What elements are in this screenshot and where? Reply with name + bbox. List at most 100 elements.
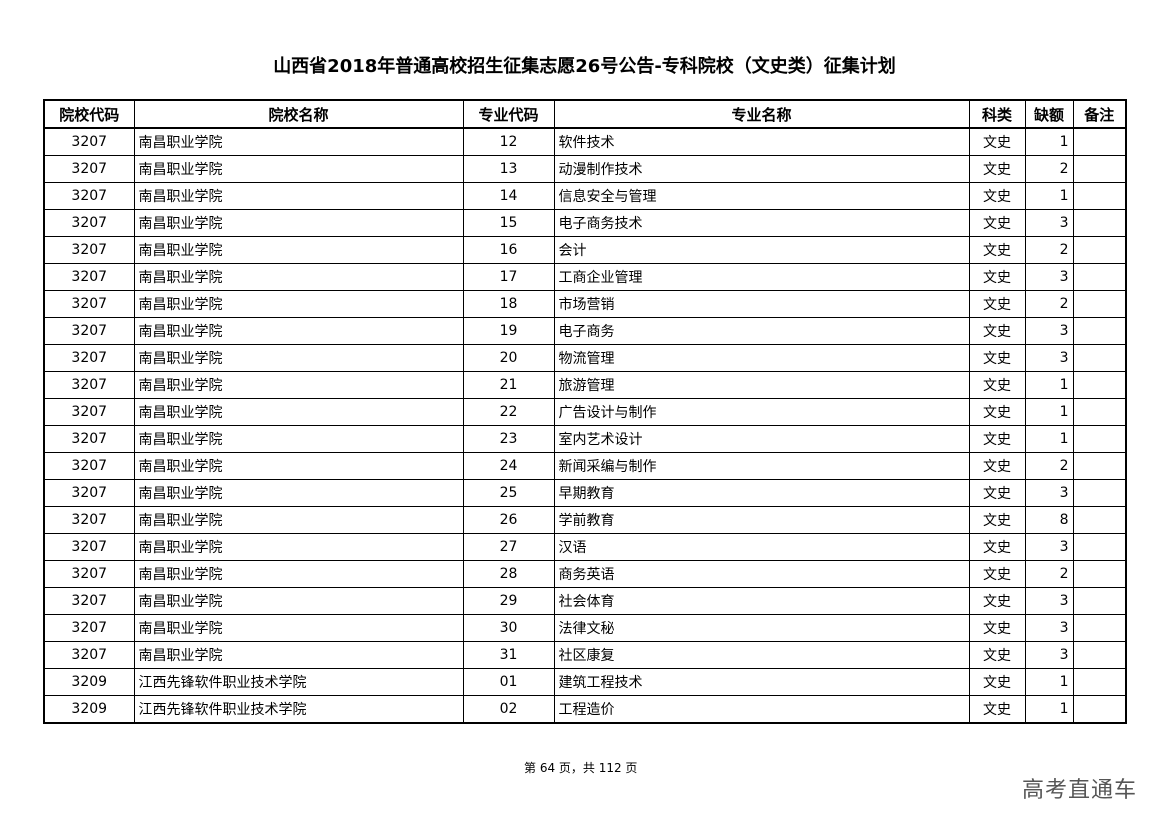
cell-major-name: 室内艺术设计: [553, 425, 970, 453]
cell-category: 文史: [968, 695, 1026, 724]
table-row: 3207 南昌职业学院 20 物流管理 文史 3: [43, 344, 1127, 372]
cell-major-code: 22: [462, 398, 555, 426]
cell-school-name: 南昌职业学院: [133, 317, 464, 345]
table-row: 3207 南昌职业学院 16 会计 文史 2: [43, 236, 1127, 264]
cell-school-name: 南昌职业学院: [133, 398, 464, 426]
cell-major-code: 01: [462, 668, 555, 696]
cell-remarks: [1072, 317, 1127, 345]
cell-major-name: 新闻采编与制作: [553, 452, 970, 480]
cell-major-code: 16: [462, 236, 555, 264]
cell-major-name: 商务英语: [553, 560, 970, 588]
cell-category: 文史: [968, 614, 1026, 642]
cell-school-name: 南昌职业学院: [133, 425, 464, 453]
cell-major-name: 法律文秘: [553, 614, 970, 642]
table-row: 3207 南昌职业学院 31 社区康复 文史 3: [43, 641, 1127, 669]
cell-school-code: 3207: [43, 398, 135, 426]
cell-school-name: 南昌职业学院: [133, 533, 464, 561]
cell-remarks: [1072, 209, 1127, 237]
cell-school-code: 3207: [43, 290, 135, 318]
enrollment-plan-table: 院校代码 院校名称 专业代码 专业名称 科类 缺额 备注 3207 南昌职业学院 12 软件技术文…: [43, 99, 1127, 724]
header-remarks: 备注: [1072, 99, 1127, 129]
cell-category: 文史: [968, 182, 1026, 210]
cell-major-code: 02: [462, 695, 555, 724]
cell-category: 文史: [968, 506, 1026, 534]
cell-vacancies: 1: [1024, 127, 1074, 156]
cell-major-code: 24: [462, 452, 555, 480]
cell-school-name: 南昌职业学院: [133, 641, 464, 669]
cell-school-name: 南昌职业学院: [133, 452, 464, 480]
cell-vacancies: 3: [1024, 479, 1074, 507]
cell-school-code: 3207: [43, 344, 135, 372]
cell-school-code: 3209: [43, 695, 135, 724]
cell-major-code: 29: [462, 587, 555, 615]
cell-vacancies: 1: [1024, 425, 1074, 453]
cell-remarks: [1072, 614, 1127, 642]
cell-remarks: [1072, 127, 1127, 156]
cell-school-name: 南昌职业学院: [133, 371, 464, 399]
cell-major-name: 社区康复: [553, 641, 970, 669]
cell-school-name: 江西先锋软件职业技术学院: [133, 668, 464, 696]
cell-remarks: [1072, 452, 1127, 480]
cell-school-name: 南昌职业学院: [133, 155, 464, 183]
cell-school-code: 3207: [43, 641, 135, 669]
cell-major-name: 工商企业管理: [553, 263, 970, 291]
cell-major-code: 21: [462, 371, 555, 399]
table-row: 3207 南昌职业学院 17 工商企业管理 文史 3: [43, 263, 1127, 291]
cell-school-code: 3209: [43, 668, 135, 696]
cell-major-name: 软件技术: [553, 127, 970, 156]
cell-school-code: 3207: [43, 614, 135, 642]
cell-remarks: [1072, 668, 1127, 696]
cell-remarks: [1072, 290, 1127, 318]
cell-major-code: 25: [462, 479, 555, 507]
cell-category: 文史: [968, 641, 1026, 669]
cell-major-code: 19: [462, 317, 555, 345]
cell-vacancies: 3: [1024, 209, 1074, 237]
cell-school-code: 3207: [43, 371, 135, 399]
cell-school-name: 南昌职业学院: [133, 506, 464, 534]
table-row: 3207 南昌职业学院 27 汉语 文史 3: [43, 533, 1127, 561]
table-row: 3207 南昌职业学院 30 法律文秘 文史 3: [43, 614, 1127, 642]
page-number: 第 64 页，共 112 页: [524, 761, 638, 775]
cell-vacancies: 2: [1024, 560, 1074, 588]
cell-school-code: 3207: [43, 587, 135, 615]
cell-remarks: [1072, 695, 1127, 724]
cell-category: 文史: [968, 668, 1026, 696]
cell-vacancies: 3: [1024, 614, 1074, 642]
cell-major-code: 27: [462, 533, 555, 561]
cell-remarks: [1072, 506, 1127, 534]
cell-category: 文史: [968, 209, 1026, 237]
cell-major-name: 会计: [553, 236, 970, 264]
cell-school-name: 南昌职业学院: [133, 263, 464, 291]
cell-vacancies: 1: [1024, 182, 1074, 210]
cell-school-code: 3207: [43, 560, 135, 588]
cell-major-name: 旅游管理: [553, 371, 970, 399]
watermark: 高考直通车: [1022, 778, 1138, 803]
cell-major-name: 工程造价: [553, 695, 970, 724]
cell-school-code: 3207: [43, 127, 135, 156]
cell-school-code: 3207: [43, 155, 135, 183]
table-row: 3209 江西先锋软件职业技术学院 02 工程造价 文史 1: [43, 695, 1127, 724]
cell-vacancies: 3: [1024, 587, 1074, 615]
table-header-row: 院校代码 院校名称 专业代码 专业名称 科类 缺额 备注: [43, 99, 1127, 129]
cell-category: 文史: [968, 236, 1026, 264]
cell-major-code: 14: [462, 182, 555, 210]
table-row: 3209 江西先锋软件职业技术学院 01 建筑工程技术 文史 1: [43, 668, 1127, 696]
cell-school-code: 3207: [43, 425, 135, 453]
cell-category: 文史: [968, 398, 1026, 426]
table-row: 3207 南昌职业学院 25 早期教育 文史 3: [43, 479, 1127, 507]
cell-school-name: 南昌职业学院: [133, 209, 464, 237]
cell-remarks: [1072, 425, 1127, 453]
table-row: 3207 南昌职业学院 23 室内艺术设计 文史 1: [43, 425, 1127, 453]
cell-school-name: 南昌职业学院: [133, 587, 464, 615]
table-row: 3207 南昌职业学院 19 电子商务 文史 3: [43, 317, 1127, 345]
cell-category: 文史: [968, 371, 1026, 399]
cell-remarks: [1072, 560, 1127, 588]
cell-category: 文史: [968, 127, 1026, 156]
cell-category: 文史: [968, 587, 1026, 615]
cell-school-code: 3207: [43, 452, 135, 480]
cell-remarks: [1072, 479, 1127, 507]
cell-school-code: 3207: [43, 533, 135, 561]
table-row: 3207 南昌职业学院 12 软件技术 文史 1: [43, 127, 1127, 156]
cell-remarks: [1072, 398, 1127, 426]
cell-school-name: 南昌职业学院: [133, 479, 464, 507]
